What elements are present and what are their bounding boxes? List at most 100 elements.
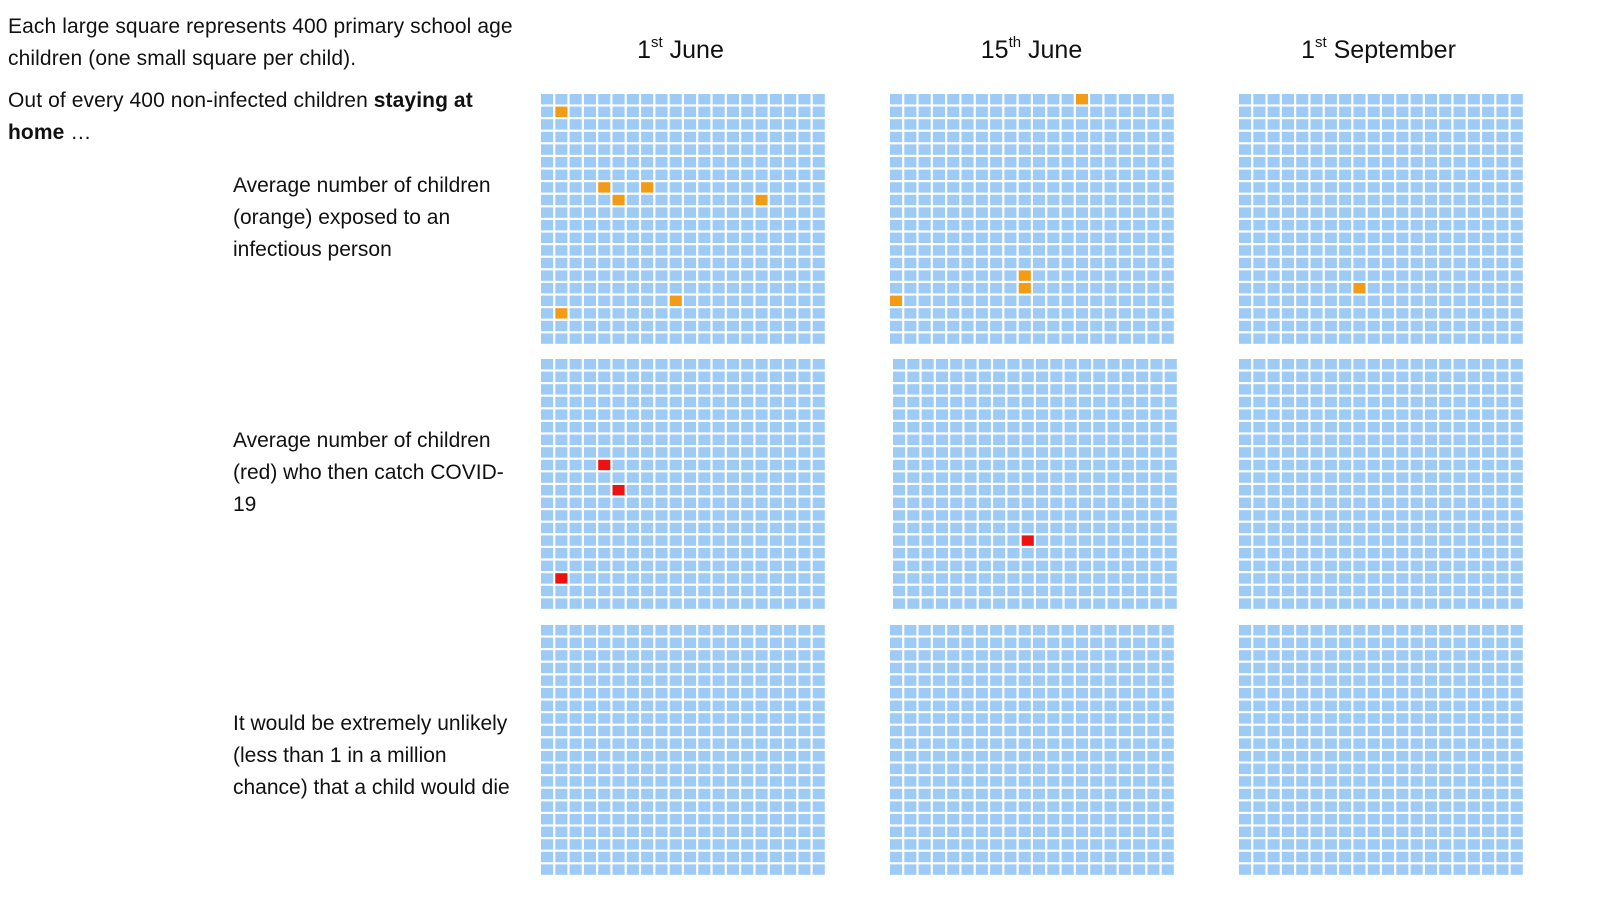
child-square: [698, 472, 711, 483]
child-square: [1296, 106, 1309, 117]
child-square: [975, 675, 988, 686]
child-square: [1467, 359, 1480, 370]
child-square: [555, 485, 568, 496]
child-square: [1424, 637, 1437, 648]
child-square: [1090, 662, 1103, 674]
child-square: [555, 131, 568, 143]
child-square: [1453, 637, 1466, 648]
child-square: [1133, 144, 1146, 155]
child-square: [784, 409, 797, 420]
child-square: [921, 371, 934, 382]
child-square: [1161, 675, 1174, 686]
child-square: [1147, 131, 1160, 143]
child-square: [755, 283, 768, 294]
child-square: [784, 245, 797, 256]
child-square: [1439, 839, 1452, 850]
child-square: [1424, 459, 1437, 471]
child-square: [1118, 814, 1131, 825]
child-square: [1453, 763, 1466, 774]
child-square: [1090, 207, 1103, 218]
child-square: [1253, 535, 1266, 546]
child-square: [1339, 598, 1352, 609]
child-square: [555, 333, 568, 344]
child-square: [698, 662, 711, 674]
child-square: [698, 257, 711, 269]
child-square: [961, 131, 974, 143]
child-square: [598, 535, 611, 546]
child-square: [1133, 295, 1146, 306]
child-square: [978, 371, 991, 382]
child-square: [812, 839, 825, 850]
child-square: [1339, 497, 1352, 508]
child-square: [726, 662, 739, 674]
child-square: [741, 662, 754, 674]
child-square: [726, 763, 739, 774]
child-square: [1050, 396, 1063, 408]
child-square: [626, 459, 639, 471]
child-square: [921, 535, 934, 546]
child-square: [569, 801, 582, 812]
child-square: [1090, 182, 1103, 193]
child-square: [698, 359, 711, 370]
child-square: [890, 283, 903, 294]
child-square: [812, 295, 825, 306]
child-square: [1018, 864, 1031, 875]
child-square: [798, 510, 811, 521]
child-square: [769, 308, 782, 319]
child-square: [798, 826, 811, 837]
child-square: [1439, 194, 1452, 206]
child-square: [890, 131, 903, 143]
child-square: [1510, 472, 1523, 483]
child-square: [1281, 688, 1294, 699]
child-square: [798, 94, 811, 105]
child-square: [990, 308, 1003, 319]
child-square: [655, 814, 668, 825]
child-square: [769, 788, 782, 800]
child-square: [769, 333, 782, 344]
child-square: [741, 257, 754, 269]
child-square: [1004, 106, 1017, 117]
child-square: [741, 409, 754, 420]
child-square: [1050, 485, 1063, 496]
child-square: [947, 700, 960, 711]
child-square: [890, 308, 903, 319]
child-square: [541, 144, 554, 155]
child-square: [961, 826, 974, 837]
child-square: [1036, 409, 1049, 420]
child-square: [1281, 207, 1294, 218]
child-square: [784, 384, 797, 395]
child-square: [950, 447, 963, 458]
child-square: [1147, 688, 1160, 699]
child-square: [598, 851, 611, 863]
child-square: [555, 169, 568, 180]
child-square: [741, 510, 754, 521]
child-square: [769, 409, 782, 420]
child-square: [741, 144, 754, 155]
child-square: [598, 763, 611, 774]
child-square: [569, 650, 582, 661]
child-square: [907, 497, 920, 508]
child-square: [598, 94, 611, 105]
child-square: [893, 510, 906, 521]
child-square: [541, 763, 554, 774]
child-square: [978, 510, 991, 521]
child-square: [684, 625, 697, 636]
child-square: [569, 751, 582, 762]
child-square: [698, 447, 711, 458]
child-square: [961, 333, 974, 344]
child-square: [784, 688, 797, 699]
child-square: [698, 801, 711, 812]
child-square: [1267, 384, 1280, 395]
child-square: [541, 245, 554, 256]
child-square: [950, 522, 963, 534]
child-square: [1310, 688, 1323, 699]
child-square: [698, 283, 711, 294]
child-square: [1510, 839, 1523, 850]
child-square: [921, 573, 934, 584]
child-square: [1150, 472, 1163, 483]
child-square: [1467, 106, 1480, 117]
child-square: [1267, 245, 1280, 256]
child-square: [1467, 788, 1480, 800]
child-square: [698, 157, 711, 168]
child-square: [1396, 751, 1409, 762]
